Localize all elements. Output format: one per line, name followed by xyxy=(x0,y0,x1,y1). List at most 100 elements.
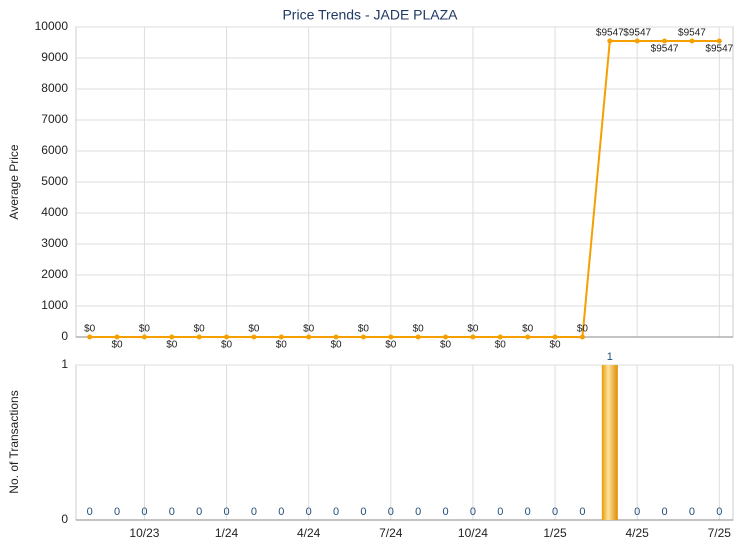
value-label: $0 xyxy=(495,340,507,351)
point xyxy=(497,334,503,340)
value-label: $0 xyxy=(467,324,479,335)
x-tick-label: 10/23 xyxy=(129,526,159,540)
value-label: 0 xyxy=(579,506,585,518)
value-label: 0 xyxy=(634,506,640,518)
value-label: 0 xyxy=(470,506,476,518)
chart-title: Price Trends - JADE PLAZA xyxy=(282,7,458,23)
value-label: 0 xyxy=(415,506,421,518)
value-label: $0 xyxy=(112,340,124,351)
point xyxy=(552,334,558,340)
point xyxy=(306,334,312,340)
y-axis-title: Average Price xyxy=(7,144,21,219)
value-label: $9547 xyxy=(705,44,733,55)
y-tick-label: 0 xyxy=(61,329,68,343)
x-tick-label: 10/24 xyxy=(458,526,488,540)
x-tick-label: 1/25 xyxy=(543,526,567,540)
value-label: 0 xyxy=(251,506,257,518)
y-tick-label: 2000 xyxy=(41,267,68,281)
value-label: $0 xyxy=(221,340,233,351)
value-label: $0 xyxy=(413,324,425,335)
point xyxy=(114,334,120,340)
value-label: $0 xyxy=(248,324,260,335)
y-axis-title: No. of Transactions xyxy=(7,390,21,493)
plot-area xyxy=(75,364,734,521)
value-label: 0 xyxy=(224,506,230,518)
x-tick-label: 7/25 xyxy=(708,526,732,540)
value-label: 0 xyxy=(141,506,147,518)
bar xyxy=(601,365,618,520)
point xyxy=(443,334,449,340)
y-tick-label: 0 xyxy=(61,512,68,526)
value-label: $0 xyxy=(166,340,178,351)
value-label: $0 xyxy=(303,324,315,335)
value-label: $9547 xyxy=(596,28,624,39)
value-label: $0 xyxy=(550,340,562,351)
value-label: 0 xyxy=(169,506,175,518)
value-label: 0 xyxy=(196,506,202,518)
value-label: 0 xyxy=(278,506,284,518)
value-label: 0 xyxy=(497,506,503,518)
point xyxy=(689,38,695,44)
point xyxy=(169,334,175,340)
value-label: 0 xyxy=(333,506,339,518)
value-label: $0 xyxy=(577,324,589,335)
point xyxy=(525,334,531,340)
point xyxy=(251,334,257,340)
value-label: $9547 xyxy=(678,28,706,39)
value-label: 0 xyxy=(360,506,366,518)
point xyxy=(278,334,284,340)
value-label: 0 xyxy=(716,506,722,518)
value-label: $9547 xyxy=(651,44,679,55)
value-label: $0 xyxy=(385,340,397,351)
y-tick-label: 4000 xyxy=(41,205,68,219)
point xyxy=(634,38,640,44)
point xyxy=(224,334,230,340)
value-label: $0 xyxy=(276,340,288,351)
value-label: 0 xyxy=(306,506,312,518)
y-tick-label: 5000 xyxy=(41,174,68,188)
point xyxy=(360,334,366,340)
y-tick-label: 3000 xyxy=(41,236,68,250)
value-label: 0 xyxy=(114,506,120,518)
x-tick-label: 4/25 xyxy=(626,526,650,540)
y-tick-label: 9000 xyxy=(41,50,68,64)
y-tick-label: 6000 xyxy=(41,143,68,157)
point xyxy=(87,334,93,340)
y-tick-label: 8000 xyxy=(41,81,68,95)
value-label: 0 xyxy=(87,506,93,518)
point xyxy=(415,334,421,340)
value-label: 0 xyxy=(388,506,394,518)
value-label: $0 xyxy=(358,324,370,335)
value-label: 0 xyxy=(662,506,668,518)
value-label: 0 xyxy=(689,506,695,518)
value-label: 0 xyxy=(443,506,449,518)
value-label: 0 xyxy=(552,506,558,518)
value-label: $0 xyxy=(194,324,206,335)
point xyxy=(607,38,613,44)
y-tick-label: 1 xyxy=(61,357,68,371)
point xyxy=(388,334,394,340)
price-line xyxy=(89,40,720,338)
point xyxy=(716,38,722,44)
point xyxy=(470,334,476,340)
value-label: $0 xyxy=(84,324,96,335)
y-tick-label: 10000 xyxy=(35,19,69,33)
x-tick-label: 7/24 xyxy=(379,526,403,540)
point xyxy=(141,334,147,340)
point xyxy=(662,38,668,44)
value-label: 1 xyxy=(607,351,613,363)
point xyxy=(333,334,339,340)
point xyxy=(196,334,202,340)
value-label: $9547 xyxy=(623,28,651,39)
value-label: $0 xyxy=(139,324,151,335)
x-tick-label: 4/24 xyxy=(297,526,321,540)
value-label: $0 xyxy=(331,340,343,351)
y-tick-label: 7000 xyxy=(41,112,68,126)
x-tick-label: 1/24 xyxy=(215,526,239,540)
value-label: $0 xyxy=(522,324,534,335)
value-label: 0 xyxy=(525,506,531,518)
y-tick-label: 1000 xyxy=(41,298,68,312)
point xyxy=(579,334,585,340)
value-label: $0 xyxy=(440,340,452,351)
